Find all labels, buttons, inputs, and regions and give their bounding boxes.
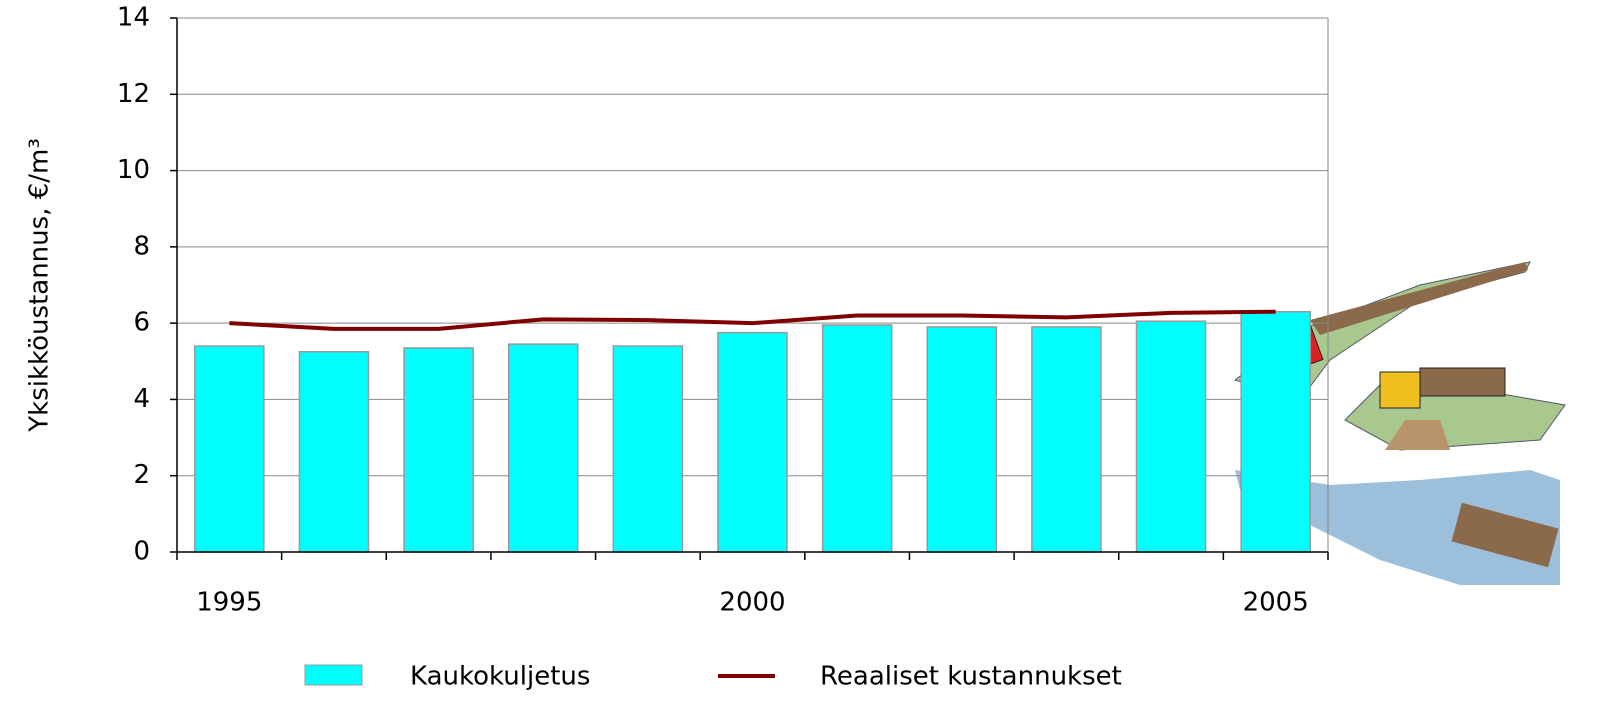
bar [927,327,996,552]
legend-label: Reaaliset kustannukset [820,662,1122,692]
y-tick-label: 4 [133,384,150,414]
bar [404,348,473,552]
bar [1137,321,1206,552]
y-tick-label: 8 [133,231,150,261]
x-tick-label: 1995 [196,588,262,618]
y-tick-label: 12 [117,79,150,109]
bar [1241,312,1310,552]
x-tick-label: 2000 [719,588,785,618]
legend-swatch [305,665,362,685]
y-tick-label: 6 [133,308,150,338]
chart: Yksikköustannus, €/m³ Kaukokuljetus Reaa… [0,0,1599,709]
bar [823,325,892,552]
y-tick-label: 0 [133,537,150,567]
bar [718,333,787,552]
y-tick-label: 2 [133,460,150,490]
bar [509,344,578,552]
bar [613,346,682,552]
x-tick-label: 2005 [1243,588,1309,618]
y-tick-label: 14 [117,3,150,33]
legend-label: Kaukokuljetus [410,662,590,692]
bar [195,346,264,552]
legend: Kaukokuljetus Reaaliset kustannukset [305,662,1122,692]
bar [1032,327,1101,552]
y-axis-label: Yksikköustannus, €/m³ [25,138,55,433]
y-tick-label: 10 [117,155,150,185]
line [229,312,1275,329]
bar [299,352,368,552]
